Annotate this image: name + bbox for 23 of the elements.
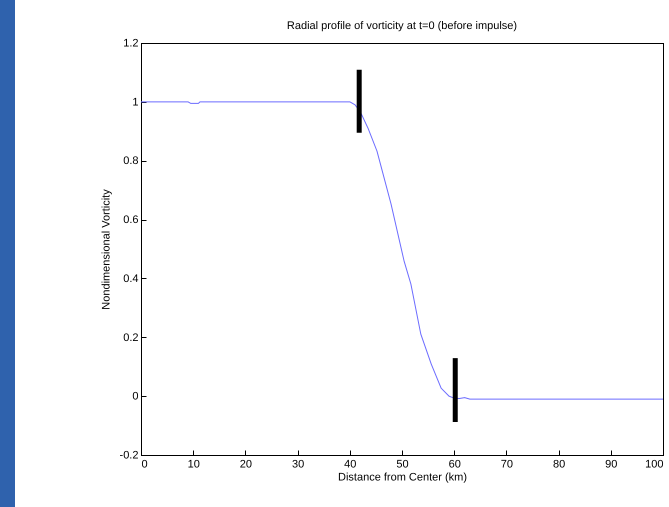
x-tick-label: 30 <box>292 458 304 470</box>
x-tick-label: 90 <box>605 458 618 470</box>
x-tick-label: 10 <box>188 458 200 470</box>
y-axis-title: Nondimensional Vorticity <box>100 188 113 310</box>
y-tick-label: 1 <box>132 96 138 108</box>
y-tick-label: 1.2 <box>123 38 138 50</box>
y-tick-label: -0.2 <box>120 450 138 462</box>
y-tick-label: 0.4 <box>123 272 138 285</box>
y-tick-label: 0.2 <box>123 332 138 344</box>
x-tick-label: 80 <box>552 458 566 470</box>
x-axis-title: Distance from Center (km) <box>338 472 467 484</box>
x-tick-label: 60 <box>448 458 461 470</box>
y-tick-label: 0.8 <box>123 155 138 168</box>
x-tick-label: 100 <box>645 458 664 470</box>
x-tick-label: 20 <box>240 458 252 470</box>
y-tick-label: 0 <box>132 390 138 403</box>
line-series <box>141 101 663 400</box>
x-tick-label: 70 <box>500 458 514 470</box>
x-tick-label: 0 <box>142 458 148 470</box>
x-tick-label: 40 <box>344 458 356 470</box>
x-tick-label: 50 <box>396 458 409 470</box>
y-tick-label: 0.6 <box>123 214 138 226</box>
chart-title: Radial profile of vorticity at t=0 (before impulse) <box>286 20 518 32</box>
